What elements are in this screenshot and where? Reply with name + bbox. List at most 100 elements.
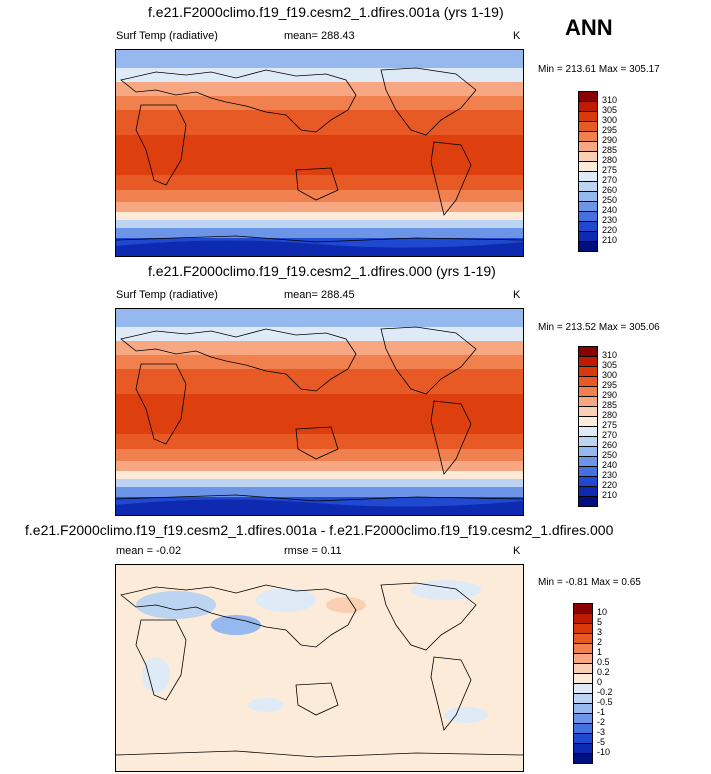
colorbar-tick-label: 300: [602, 370, 618, 380]
colorbar-cell: [578, 456, 598, 467]
colorbar-cell: [573, 723, 593, 734]
panel-1-map: [115, 49, 524, 257]
colorbar-cell: [573, 633, 593, 644]
colorbar-cell: [573, 693, 593, 704]
panel-3-map: [115, 564, 524, 772]
panel-2-minmax: Min = 213.52 Max = 305.06: [538, 322, 660, 333]
colorbar-tick-label: 240: [602, 460, 618, 470]
colorbar-cell: [578, 121, 598, 132]
panel-2-colorbar-cells: 310 305 300 295 290 285 280 275 270 260 250 240 230 2…: [578, 346, 638, 507]
colorbar-cell: [578, 376, 598, 387]
colorbar-cell: [578, 486, 598, 497]
colorbar-tick-label: 270: [602, 430, 618, 440]
colorbar-tick-label: 230: [602, 215, 618, 225]
colorbar-cell: [578, 241, 598, 252]
colorbar-cell: [578, 191, 598, 202]
colorbar-tick-label: 250: [602, 450, 618, 460]
colorbar-cell: [578, 211, 598, 222]
colorbar-tick-label: 275: [602, 165, 618, 175]
colorbar-tick-label: 290: [602, 135, 618, 145]
colorbar-tick-label: 280: [602, 155, 618, 165]
colorbar-tick-label: 305: [602, 360, 618, 370]
colorbar-tick-label: 300: [602, 115, 618, 125]
colorbar-tick-label: -3: [597, 727, 606, 737]
colorbar-tick-label: 285: [602, 400, 618, 410]
colorbar-cell: [578, 231, 598, 242]
colorbar-cell: [578, 466, 598, 477]
panel-1-colorbar-cells: 310 305 300 295 290 285 280 275 270 260 250 240 230 2…: [578, 91, 638, 252]
panel-1-colorbar: 310 305 300 295 290 285 280 275 270 260 250 240 230 2…: [578, 91, 638, 252]
colorbar-cell: [578, 181, 598, 192]
colorbar-cell: [578, 366, 598, 377]
panel-1-variable: Surf Temp (radiative): [116, 30, 218, 42]
colorbar-tick-label: 310: [602, 350, 618, 360]
colorbar-cell: [578, 396, 598, 407]
panel-3-map-graphic: [116, 565, 523, 771]
colorbar-cell: [578, 416, 598, 427]
colorbar-tick-label: 5: [597, 617, 603, 627]
colorbar-tick-label: 220: [602, 480, 618, 490]
panel-2-colorbar: 310 305 300 295 290 285 280 275 270 260 250 240 230 2…: [578, 346, 638, 507]
colorbar-cell: [578, 346, 598, 357]
panel-1-title: f.e21.F2000climo.f19_f19.cesm2_1.dfires.…: [148, 4, 504, 20]
colorbar-tick-label: 210: [602, 235, 618, 245]
panel-2-mean: mean= 288.45: [284, 289, 355, 301]
colorbar-tick-label: 0.5: [597, 657, 610, 667]
colorbar-cell: [578, 201, 598, 212]
colorbar-cell: [573, 673, 593, 684]
colorbar-tick-label: 0.2: [597, 667, 610, 677]
colorbar-cell: [578, 101, 598, 112]
panel-3-units: K: [513, 545, 521, 557]
colorbar-tick-label: 230: [602, 470, 618, 480]
colorbar-tick-label: 240: [602, 205, 618, 215]
colorbar-cell: [573, 653, 593, 664]
colorbar-tick-label: -5: [597, 737, 606, 747]
panel-2-title: f.e21.F2000climo.f19_f19.cesm2_1.dfires.…: [148, 263, 496, 279]
colorbar-tick-label: 210: [602, 490, 618, 500]
colorbar-cell: [573, 733, 593, 744]
colorbar-cell: [578, 151, 598, 162]
panel-3-mean: mean = -0.02: [116, 545, 182, 557]
colorbar-cell: [573, 613, 593, 624]
colorbar-tick-label: 295: [602, 125, 618, 135]
colorbar-cell: [578, 476, 598, 487]
colorbar-cell: [578, 386, 598, 397]
colorbar-cell: [573, 623, 593, 634]
panel-2-map-graphic: [116, 309, 523, 515]
colorbar-cell: [573, 713, 593, 724]
colorbar-tick-label: 305: [602, 105, 618, 115]
colorbar-cell: [578, 426, 598, 437]
colorbar-tick-label: 290: [602, 390, 618, 400]
panel-2-units: K: [513, 289, 521, 301]
colorbar-cell: [573, 743, 593, 754]
colorbar-cell: [578, 131, 598, 142]
colorbar-cell: [573, 683, 593, 694]
colorbar-cell: [573, 603, 593, 614]
colorbar-cell: [578, 221, 598, 232]
panel-1-units: K: [513, 30, 521, 42]
colorbar-tick-label: 275: [602, 420, 618, 430]
colorbar-tick-label: 295: [602, 380, 618, 390]
colorbar-cell: [573, 643, 593, 654]
colorbar-tick-label: -10: [597, 747, 611, 757]
colorbar-tick-label: 3: [597, 627, 603, 637]
colorbar-tick-label: 10: [597, 607, 608, 617]
colorbar-cell: [578, 171, 598, 182]
panel-1-minmax: Min = 213.61 Max = 305.17: [538, 64, 660, 75]
colorbar-cell: [578, 141, 598, 152]
colorbar-cell: [578, 446, 598, 457]
colorbar-tick-label: 280: [602, 410, 618, 420]
colorbar-cell: [573, 663, 593, 674]
panel-1-map-graphic: [116, 50, 523, 256]
panel-1-mean: mean= 288.43: [284, 30, 355, 42]
panel-3-rmse: rmse = 0.11: [284, 545, 342, 557]
panel-3-title: f.e21.F2000climo.f19_f19.cesm2_1.dfires.…: [25, 522, 614, 538]
colorbar-tick-label: 310: [602, 95, 618, 105]
colorbar-cell: [578, 161, 598, 172]
colorbar-tick-label: 260: [602, 440, 618, 450]
colorbar-cell: [578, 356, 598, 367]
colorbar-tick-label: 285: [602, 145, 618, 155]
panel-2-variable: Surf Temp (radiative): [116, 289, 218, 301]
panel-2-map: [115, 308, 524, 516]
colorbar-tick-label: 250: [602, 195, 618, 205]
